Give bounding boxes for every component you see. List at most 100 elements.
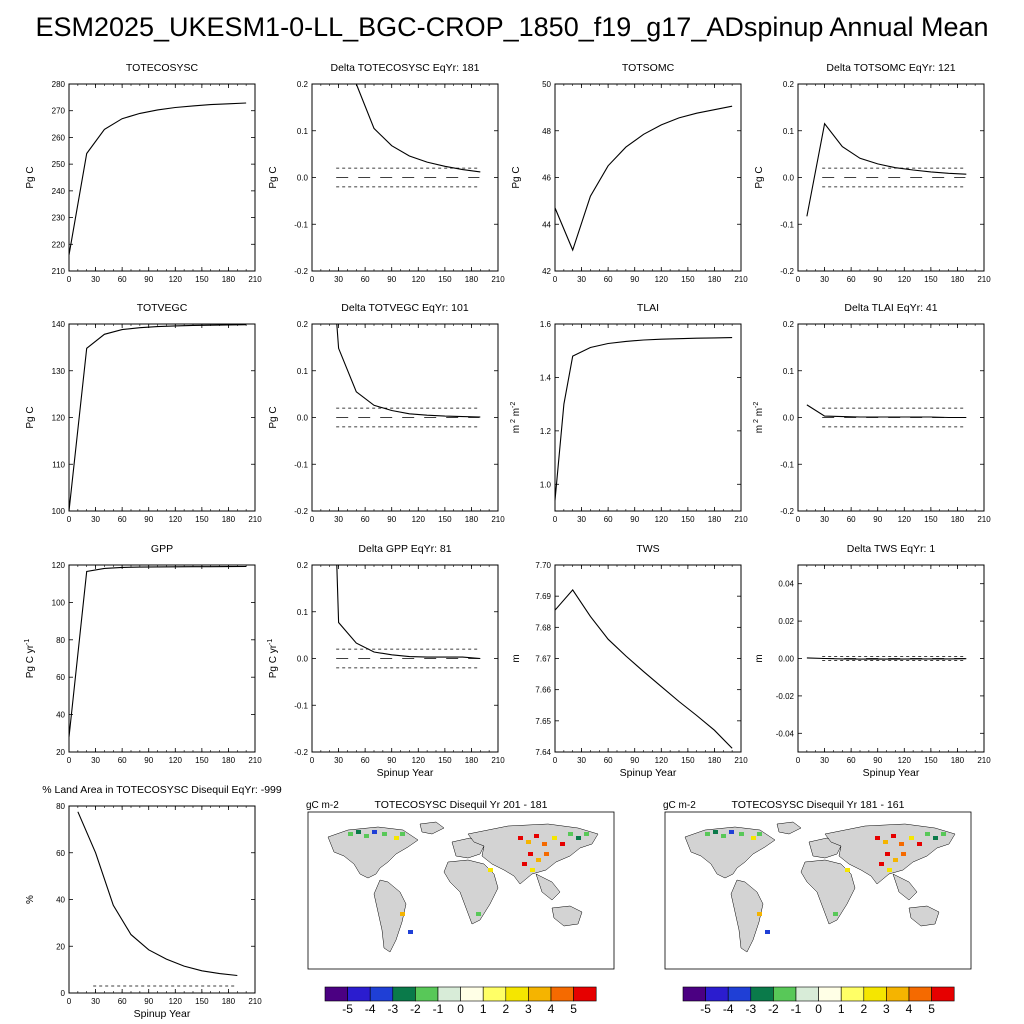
colorbar-swatch: [727, 986, 752, 1002]
x-tick-label: 60: [118, 275, 127, 284]
diseq-cell: [518, 836, 523, 840]
y-tick-label: 7.67: [535, 655, 551, 664]
colorbar-label: 0: [457, 1002, 464, 1016]
landmass: [419, 821, 445, 835]
chart-title: GPP: [151, 543, 173, 555]
y-tick-label: 40: [56, 711, 65, 720]
x-tick-label: 30: [577, 275, 586, 284]
plot-frame: [68, 805, 256, 994]
colorbar-swatch: [392, 986, 416, 1002]
y-tick-label: 0: [61, 989, 66, 998]
y-tick-label: 0.0: [783, 174, 795, 183]
colorbar-label: -3: [387, 1002, 398, 1016]
x-tick-label: 180: [222, 515, 236, 524]
y-tick-label: -0.04: [776, 729, 795, 738]
colorbar-swatch: [347, 986, 371, 1002]
plot-frame: [68, 323, 256, 512]
diseq-cell: [526, 840, 531, 844]
colorbar-swatch: [415, 986, 439, 1002]
y-tick-label: 1.4: [540, 373, 552, 382]
y-axis-label: Pg C: [511, 166, 522, 188]
y-tick-label: 0.0: [297, 655, 309, 664]
chart-panel-pct-land: % Land Area in TOTECOSYSC Disequil EqYr:…: [25, 784, 282, 1020]
y-tick-label: 7.69: [535, 592, 551, 601]
series-line: [68, 102, 247, 256]
x-tick-label: 150: [195, 997, 209, 1006]
y-tick-label: 0.1: [783, 367, 795, 376]
x-tick-label: 180: [708, 275, 722, 284]
x-tick-label: 120: [169, 515, 183, 524]
diseq-cell: [560, 842, 565, 846]
chart-panel-totsomc: TOTSOMC 0 30 60 90 120 150 180 210 42 44 46 48 50 Pg C: [511, 62, 748, 284]
diseq-cell: [522, 862, 527, 866]
x-tick-label: 90: [144, 275, 153, 284]
x-tick-label: 210: [977, 515, 991, 524]
y-tick-label: 7.64: [535, 748, 551, 757]
chart-panel-tws: TWS 0 30 60 90 120 150 180 210 7.64 7.65 7.66 7.67 7.…: [511, 543, 748, 779]
x-tick-label: 210: [248, 275, 262, 284]
x-tick-label: 30: [820, 275, 829, 284]
colorbar-label: 4: [906, 1002, 913, 1016]
x-tick-label: 30: [91, 275, 100, 284]
colorbar-label: 3: [883, 1002, 890, 1016]
x-tick-label: 0: [553, 756, 558, 765]
x-tick-label: 0: [553, 275, 558, 284]
y-tick-label: 80: [56, 636, 65, 645]
colorbar-swatch: [931, 986, 955, 1002]
x-tick-label: 30: [91, 997, 100, 1006]
x-tick-label: 90: [144, 756, 153, 765]
x-tick-label: 90: [630, 275, 639, 284]
colorbar-label: -1: [433, 1002, 444, 1016]
x-tick-label: 30: [334, 515, 343, 524]
colorbar-label: 2: [502, 1002, 509, 1016]
y-axis-label: m: [754, 654, 765, 662]
y-axis-label: Pg C: [754, 166, 765, 188]
y-tick-label: 0.0: [783, 414, 795, 423]
x-tick-label: 180: [708, 756, 722, 765]
landmass: [551, 905, 583, 927]
plot-frame: [554, 564, 742, 753]
y-tick-label: 120: [52, 561, 66, 570]
x-tick-label: 210: [734, 275, 748, 284]
y-tick-label: -0.2: [780, 267, 794, 276]
y-tick-label: 120: [52, 414, 66, 423]
x-tick-label: 150: [681, 756, 695, 765]
x-tick-label: 60: [361, 275, 370, 284]
y-tick-label: 100: [52, 507, 66, 516]
diseq-cell: [893, 858, 898, 862]
y-axis-label: Pg C: [25, 406, 36, 428]
y-tick-label: -0.2: [780, 507, 794, 516]
series-line: [554, 337, 733, 501]
colorbar-label: -4: [365, 1002, 376, 1016]
x-tick-label: 90: [873, 515, 882, 524]
y-tick-label: 0.1: [783, 127, 795, 136]
y-tick-label: 7.66: [535, 686, 551, 695]
x-tick-label: 180: [222, 756, 236, 765]
diseq-cell: [721, 834, 726, 838]
x-tick-label: 90: [144, 515, 153, 524]
page-title: ESM2025_UKESM1-0-LL_BGC-CROP_1850_f19_g1…: [35, 12, 989, 42]
y-axis-label: Pg C: [268, 406, 279, 428]
x-axis-label: Spinup Year: [134, 1008, 191, 1020]
map-content: [684, 821, 956, 953]
y-tick-label: 0.2: [783, 80, 795, 89]
x-tick-label: 120: [898, 756, 912, 765]
x-tick-label: 150: [438, 275, 452, 284]
chart-panel-totvegc: TOTVEGC 0 30 60 90 120 150 180 210 100 110 120 130 14…: [25, 302, 262, 524]
diseq-cell: [909, 836, 914, 840]
diseq-cell: [729, 830, 734, 834]
series-line: [68, 565, 247, 738]
y-tick-label: 1.6: [540, 320, 552, 329]
diseq-cell: [917, 842, 922, 846]
x-tick-label: 150: [195, 515, 209, 524]
y-tick-label: -0.1: [294, 460, 308, 469]
y-axis-label: Pg C: [25, 166, 36, 188]
series-line: [806, 122, 967, 217]
colorbar-swatch: [324, 986, 348, 1002]
x-tick-label: 30: [91, 756, 100, 765]
x-tick-label: 60: [604, 275, 613, 284]
y-tick-label: -0.2: [294, 748, 308, 757]
x-tick-label: 180: [951, 756, 965, 765]
x-tick-label: 60: [604, 515, 613, 524]
diseq-cell: [476, 912, 481, 916]
